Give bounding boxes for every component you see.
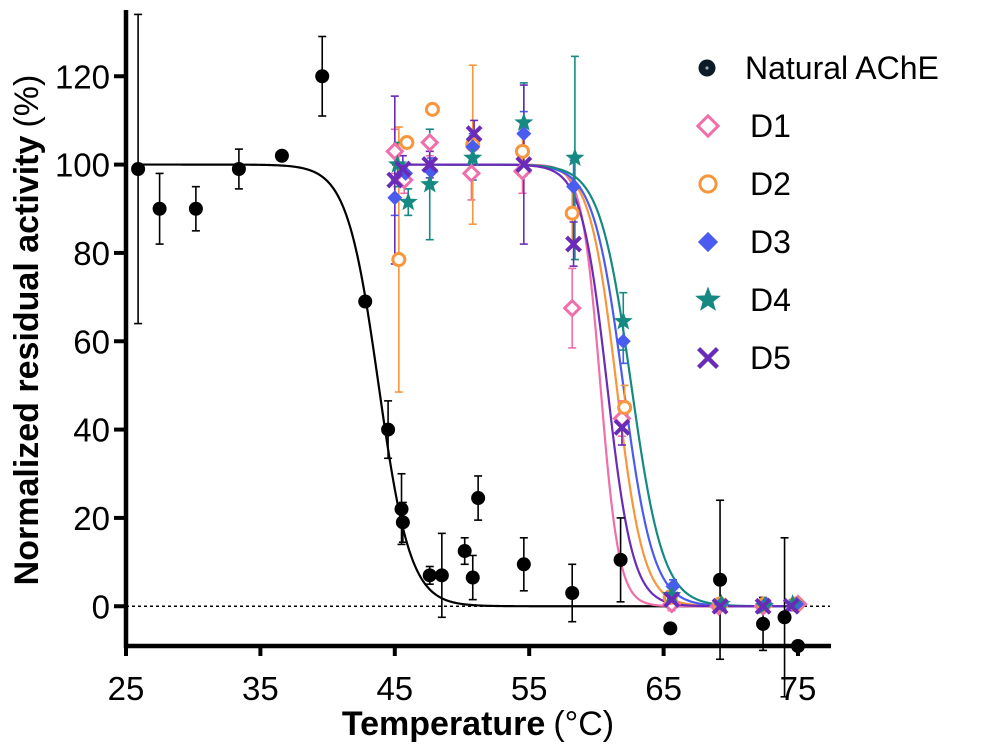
legend-item-d2: D2 <box>698 166 791 202</box>
data-point-d3 <box>516 126 532 142</box>
y-tick-label: 120 <box>55 58 110 95</box>
y-tick-label: 0 <box>92 588 110 625</box>
data-point-d1 <box>385 141 405 161</box>
legend-item-d3: D3 <box>697 224 791 260</box>
data-point-d2 <box>514 143 530 159</box>
y-tick-label: 100 <box>55 147 110 184</box>
data-point-d4 <box>565 147 585 167</box>
data-point-d3 <box>665 578 681 594</box>
data-point-d3 <box>566 179 582 195</box>
legend-item-natural-ache: Natural AChE <box>698 50 939 86</box>
data-point-natural-ache <box>381 422 396 437</box>
data-point-d2 <box>424 101 440 117</box>
fit-curves <box>138 163 801 608</box>
data-point-natural-ache <box>152 201 167 216</box>
data-point-natural-ache <box>358 294 373 309</box>
data-point-d1 <box>420 132 440 153</box>
data-point-natural-ache <box>465 570 480 585</box>
data-point-d5 <box>711 597 729 615</box>
tick-marks-and-labels: 25 35 45 55 65 75 0 20 40 60 80 100 120 <box>55 58 816 707</box>
data-point-d5 <box>565 235 582 253</box>
fit-curve-natural-ache <box>138 163 801 608</box>
y-tick-label: 80 <box>73 235 110 272</box>
axes <box>123 10 831 649</box>
y-tick-label: 20 <box>73 500 110 537</box>
data-point-natural-ache <box>663 621 678 636</box>
legend-marker <box>697 347 719 369</box>
data-point-natural-ache <box>565 586 580 600</box>
x-tick-label: 75 <box>780 670 817 707</box>
legend-label: D2 <box>750 166 791 202</box>
data-point-d5 <box>386 171 404 189</box>
data-points <box>131 69 808 653</box>
data-point-d5 <box>515 156 533 173</box>
data-point-d1 <box>562 298 582 318</box>
data-point-d3 <box>387 190 403 206</box>
y-tick-label: 40 <box>73 412 110 449</box>
y-tick-label: 60 <box>73 323 110 360</box>
legend-item-d1: D1 <box>695 108 791 144</box>
data-point-d5 <box>754 597 772 615</box>
x-axis-title: Temperature (°C) <box>342 705 614 743</box>
data-point-d4 <box>662 585 682 604</box>
fit-curve-d3 <box>392 163 801 608</box>
data-point-d4 <box>613 311 633 330</box>
data-point-natural-ache <box>274 148 289 163</box>
data-point-d4 <box>514 112 534 131</box>
data-point-d4 <box>398 192 418 211</box>
legend: Natural AChE D1 D2 D3 D4 D5 <box>695 50 939 376</box>
x-tick-label: 25 <box>108 670 145 707</box>
x-tick-label: 65 <box>645 670 682 707</box>
data-point-natural-ache <box>231 162 246 176</box>
data-point-d5 <box>663 591 681 609</box>
legend-marker <box>698 174 718 194</box>
legend-item-d5: D5 <box>697 340 791 376</box>
data-point-d2 <box>399 135 415 150</box>
error-bars <box>134 13 802 698</box>
data-point-natural-ache <box>457 544 472 559</box>
legend-item-d4: D4 <box>695 282 791 318</box>
data-point-d5 <box>465 125 483 143</box>
data-point-natural-ache <box>613 552 628 567</box>
data-point-natural-ache <box>131 162 146 176</box>
data-point-natural-ache <box>434 568 449 583</box>
legend-marker <box>695 286 721 311</box>
data-point-natural-ache <box>395 515 410 530</box>
data-point-natural-ache <box>422 568 437 583</box>
data-point-d5 <box>421 156 439 173</box>
data-point-natural-ache <box>188 201 203 216</box>
data-point-d4 <box>420 174 440 193</box>
data-point-natural-ache <box>713 572 728 587</box>
fit-curve-d5 <box>392 163 801 608</box>
data-point-d3 <box>465 139 481 155</box>
data-point-d2 <box>564 205 580 221</box>
data-point-natural-ache <box>756 616 771 631</box>
axis-titles: Temperature (°C) Normalized residual acti… <box>8 75 614 743</box>
data-point-d2 <box>617 400 633 415</box>
x-tick-label: 55 <box>511 670 548 707</box>
legend-label: D4 <box>750 282 791 318</box>
legend-label: Natural AChE <box>745 50 939 86</box>
data-point-natural-ache <box>394 502 409 517</box>
data-point-d5 <box>613 418 631 436</box>
legend-marker <box>695 113 721 139</box>
data-point-d2 <box>391 252 407 268</box>
data-point-d3 <box>615 333 631 349</box>
y-axis-title: Normalized residual activity(%) <box>8 75 46 586</box>
data-point-natural-ache <box>471 491 486 506</box>
data-point-d1 <box>461 163 482 184</box>
x-tick-label: 45 <box>376 670 413 707</box>
legend-label: D3 <box>750 224 791 260</box>
legend-label: D1 <box>750 108 791 144</box>
data-point-natural-ache <box>777 610 792 625</box>
legend-marker <box>697 231 719 253</box>
data-point-natural-ache <box>315 69 330 84</box>
data-point-d5 <box>394 160 412 178</box>
x-tick-label: 35 <box>242 670 279 707</box>
data-point-d4 <box>463 147 483 167</box>
data-point-natural-ache <box>516 557 531 572</box>
legend-label: D5 <box>750 340 791 376</box>
